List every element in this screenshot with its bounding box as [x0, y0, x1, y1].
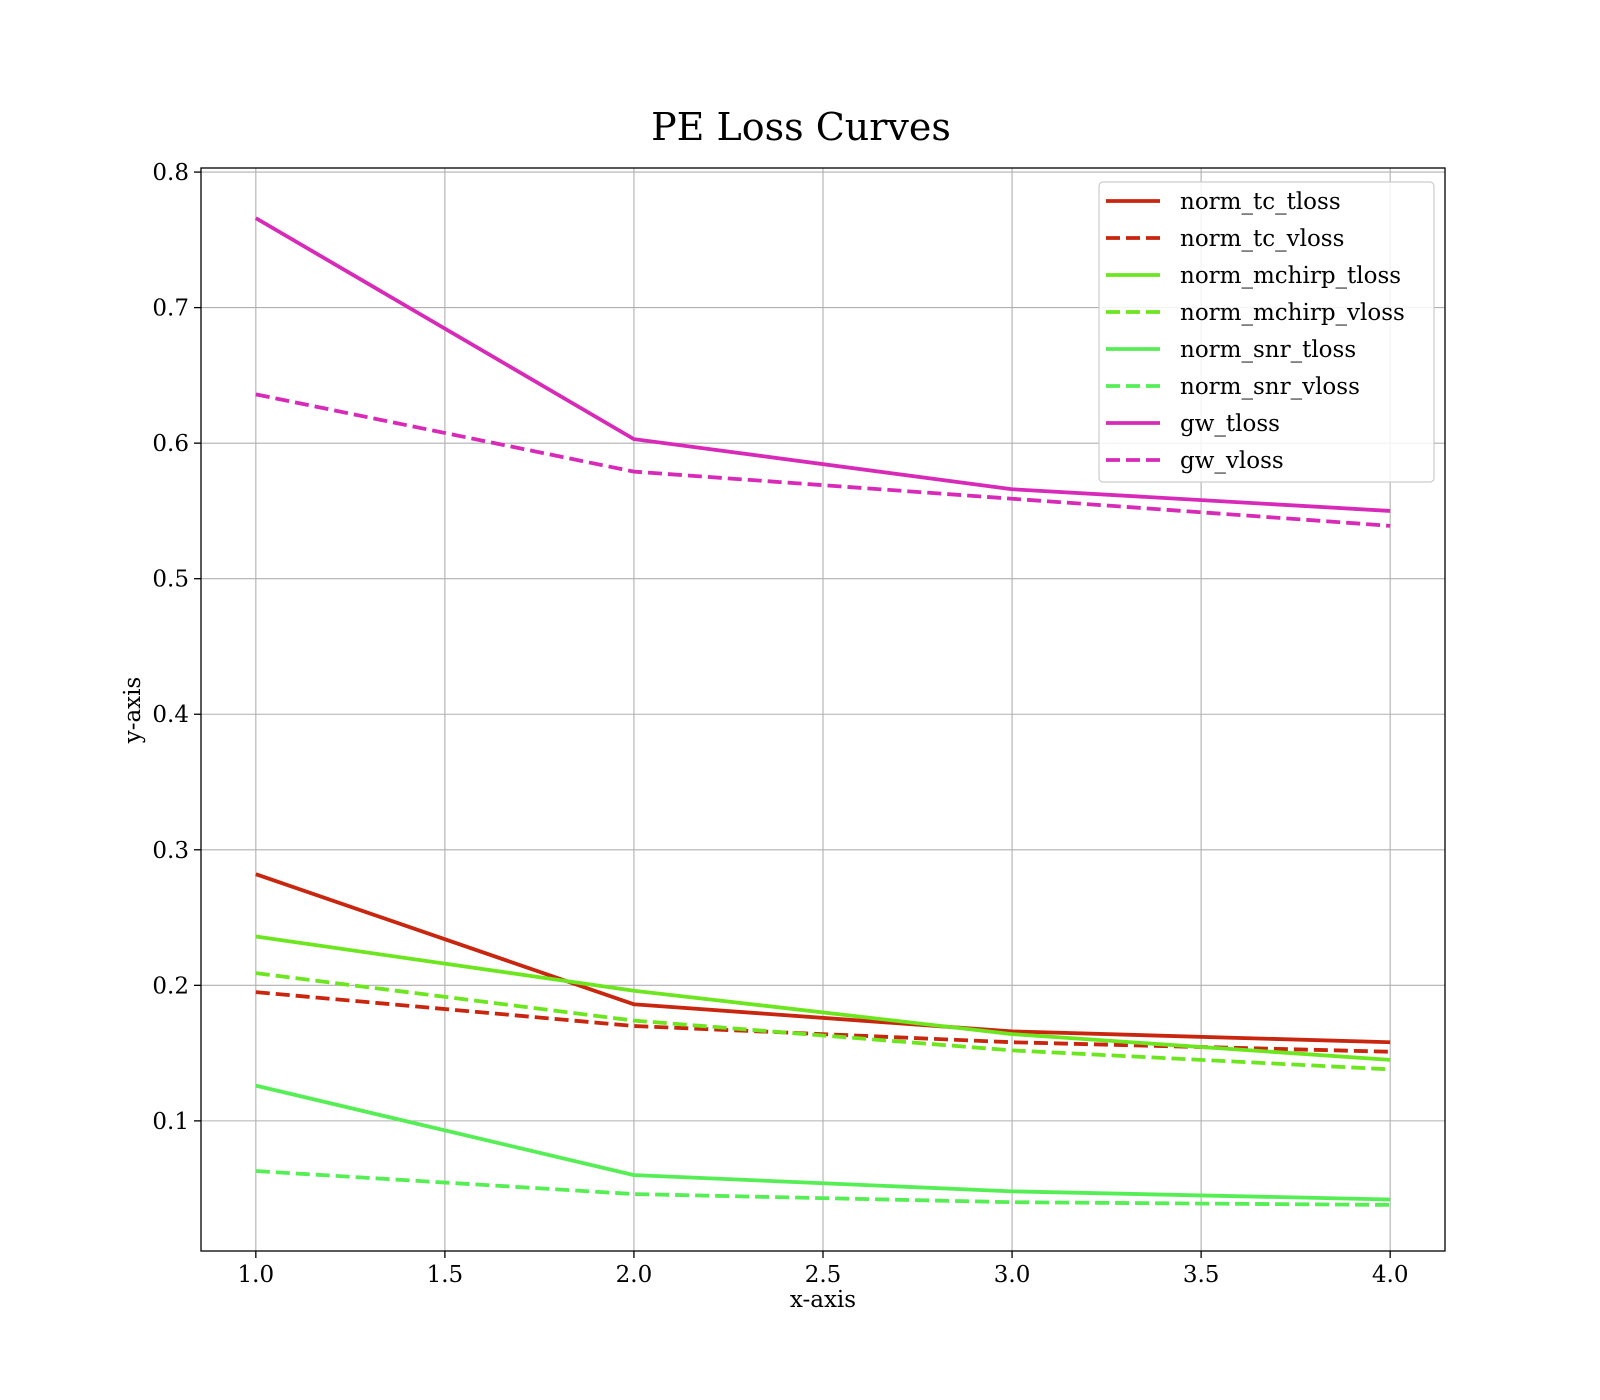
series-line-gw-tloss: [254, 216, 1391, 513]
y-tick-label: 0.1: [152, 1109, 189, 1135]
series-line-norm-tc-tloss: [255, 872, 1391, 1045]
series-line-norm-mchirp-tloss: [255, 934, 1391, 1062]
legend-label: gw_tloss: [1180, 411, 1280, 437]
legend-label: norm_tc_vloss: [1180, 226, 1344, 252]
legend-label: norm_tc_tloss: [1180, 189, 1341, 215]
legend-label: gw_vloss: [1180, 448, 1284, 474]
legend-label: norm_snr_tloss: [1180, 337, 1356, 363]
series-line-norm-mchirp-vloss: [255, 971, 1391, 1072]
x-axis-label: x-axis: [790, 1287, 856, 1313]
x-tick-label: 2.5: [805, 1262, 842, 1288]
legend-label: norm_mchirp_vloss: [1180, 300, 1405, 326]
y-tick-label: 0.4: [152, 702, 189, 728]
x-tick-label: 1.5: [427, 1262, 464, 1288]
chart-title: PE Loss Curves: [651, 105, 951, 149]
legend-box: [1098, 181, 1435, 483]
x-tick-label: 4.0: [1372, 1262, 1409, 1288]
y-tick-label: 0.6: [152, 431, 189, 457]
y-tick-label: 0.2: [152, 973, 189, 999]
y-tick-label: 0.3: [152, 838, 189, 864]
y-tick-label: 0.7: [152, 296, 189, 322]
series-layer: [254, 216, 1391, 1207]
series-line-norm-snr-vloss: [255, 1169, 1391, 1207]
series-line-gw-vloss: [255, 392, 1391, 528]
legend: norm_tc_tloss norm_tc_vloss norm_mchirp_tl…: [1098, 181, 1435, 483]
y-axis-label: y-axis: [120, 677, 146, 745]
y-axis-ticks: 0.1 0.2 0.3 0.4 0.5 0.6 0.7 0.8: [152, 160, 201, 1135]
x-tick-label: 1.0: [238, 1262, 275, 1288]
x-tick-label: 2.0: [616, 1262, 653, 1288]
x-axis-ticks: 1.0 1.5 2.0 2.5 3.0 3.5 4.0: [238, 1251, 1409, 1288]
x-tick-label: 3.0: [994, 1262, 1031, 1288]
x-tick-label: 3.5: [1183, 1262, 1220, 1288]
y-tick-label: 0.8: [152, 160, 189, 186]
y-tick-label: 0.5: [152, 567, 189, 593]
series-line-norm-snr-tloss: [255, 1083, 1391, 1202]
legend-label: norm_snr_vloss: [1180, 374, 1360, 400]
legend-label: norm_mchirp_tloss: [1180, 263, 1401, 289]
